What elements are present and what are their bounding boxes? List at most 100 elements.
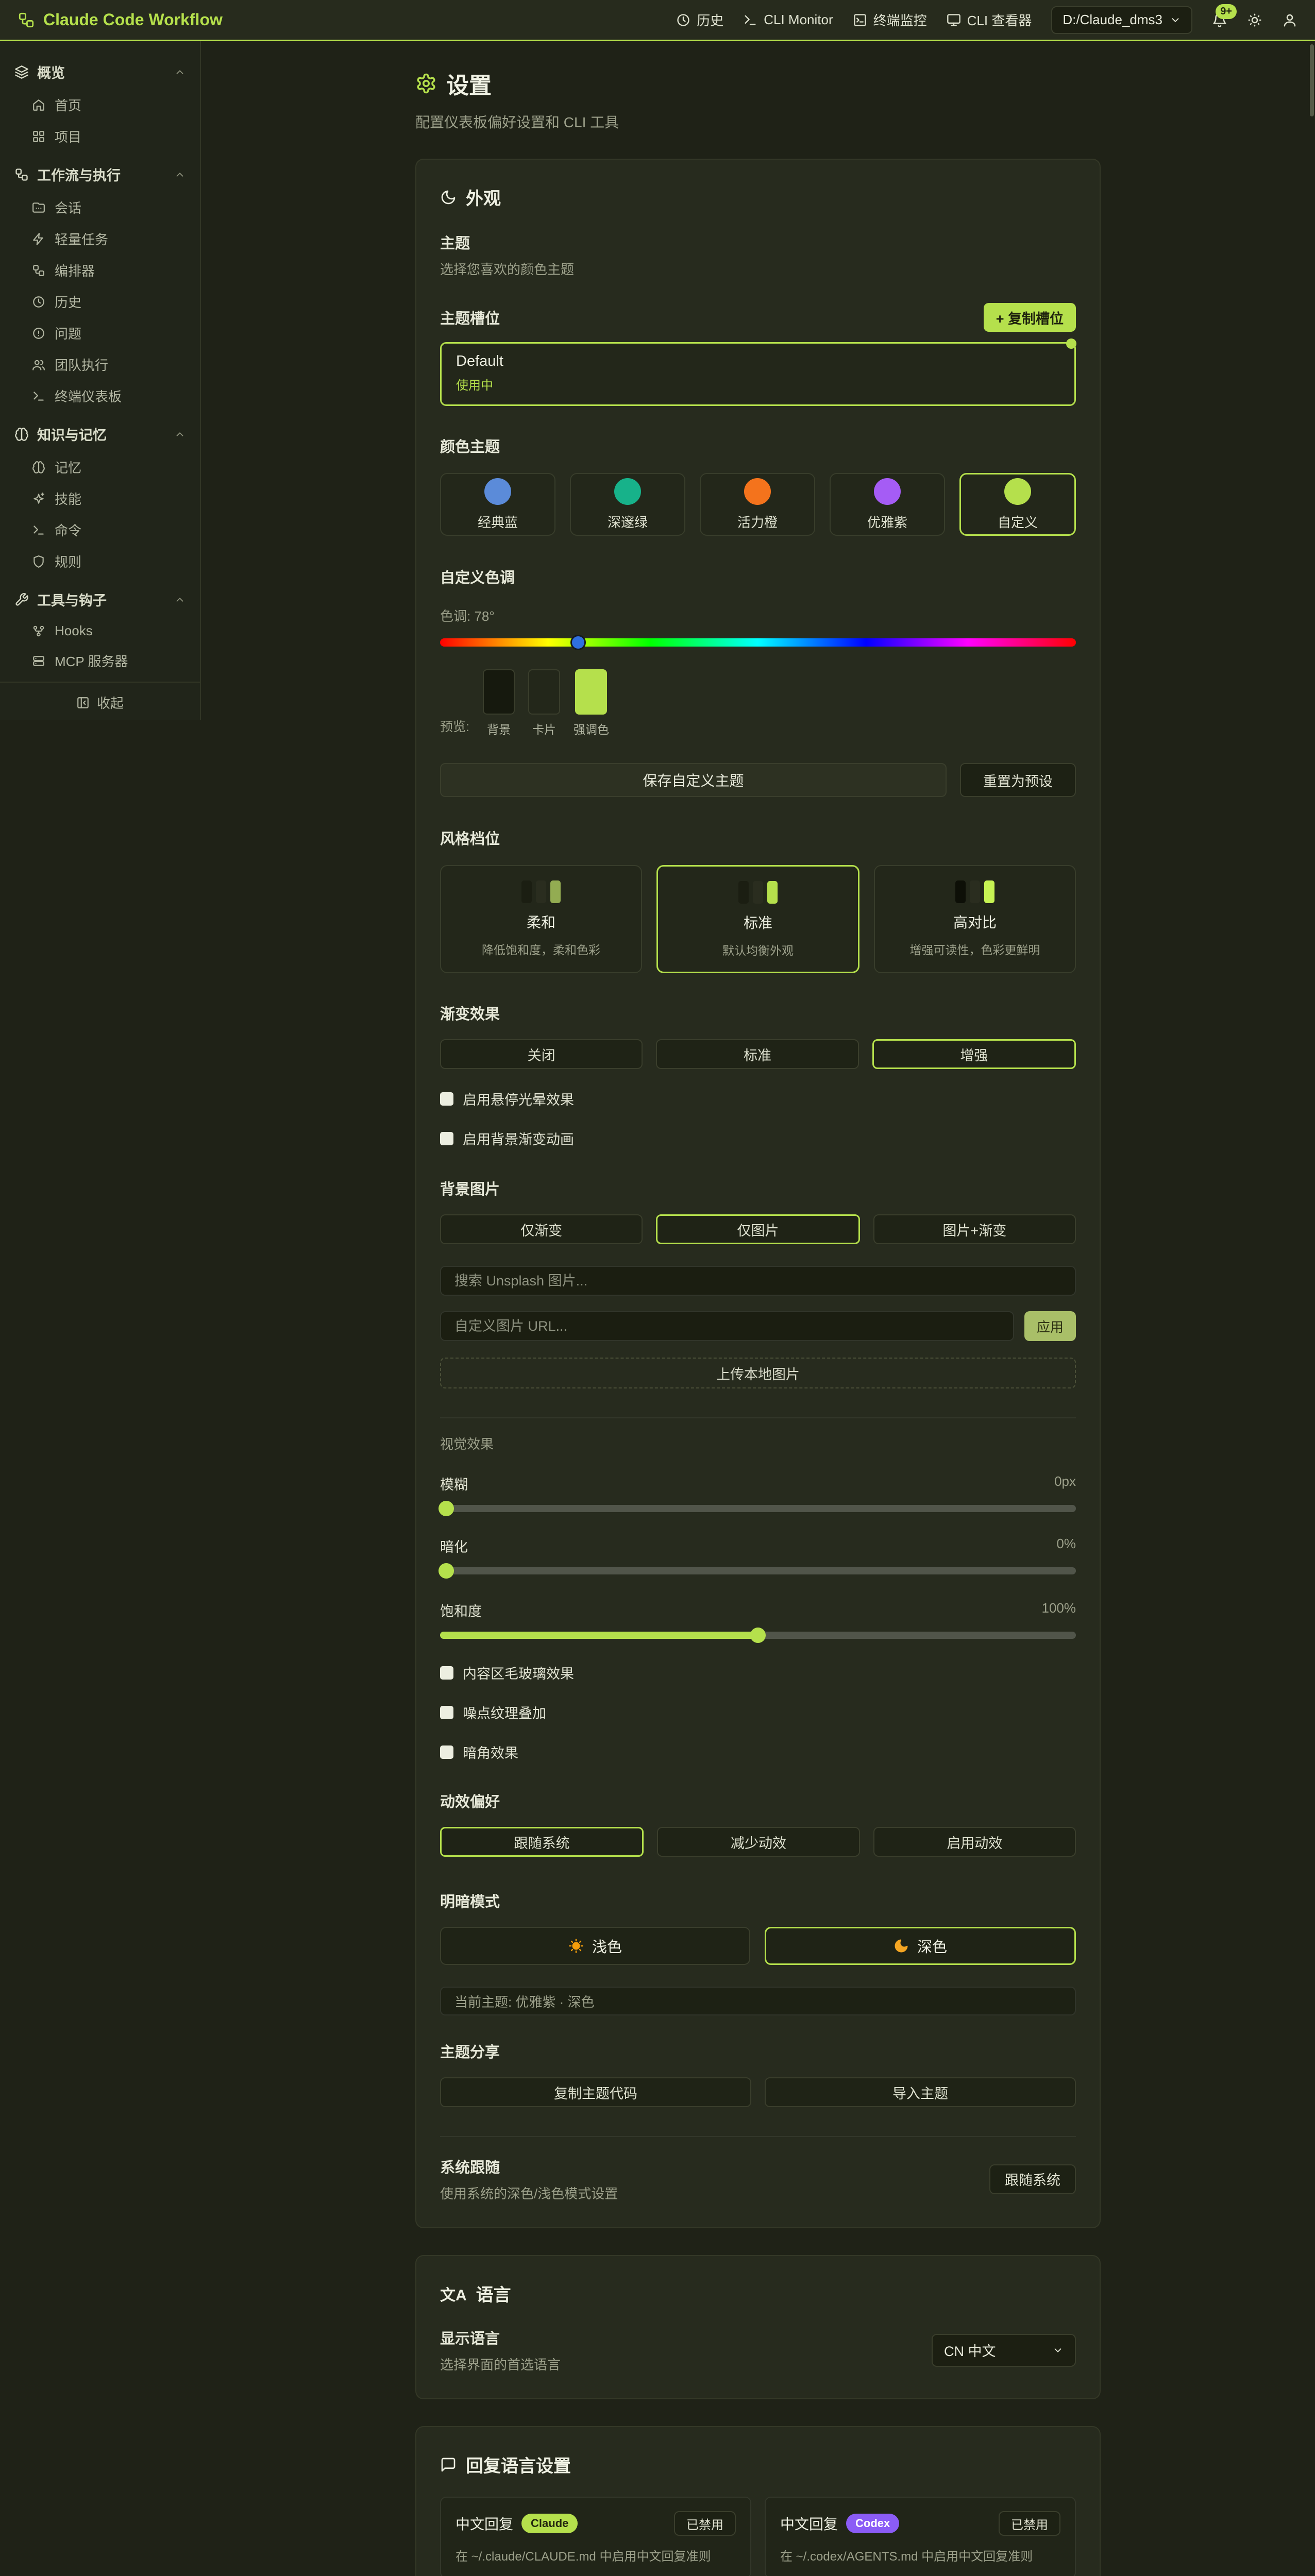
language-select[interactable]: CN 中文 [932, 2333, 1076, 2367]
sidebar-item-light-tasks[interactable]: 轻量任务 [0, 223, 200, 255]
sidebar-item-mcp-servers[interactable]: MCP 服务器 [0, 645, 200, 676]
sidebar-item-projects[interactable]: 项目 [0, 121, 200, 152]
user-menu-button[interactable] [1282, 12, 1297, 28]
custom-hue-label: 自定义色调 [440, 570, 515, 586]
copy-theme-code-button[interactable]: 复制主题代码 [440, 2077, 751, 2107]
nav-cli-monitor[interactable]: CLI Monitor [743, 12, 833, 28]
gradient-standard[interactable]: 标准 [656, 1039, 859, 1069]
palette-vivid-orange[interactable]: 活力橙 [700, 473, 815, 536]
darken-slider[interactable] [439, 1563, 1076, 1579]
checkbox-unchecked[interactable] [440, 1705, 453, 1719]
motion-reduced[interactable]: 减少动效 [657, 1827, 860, 1857]
notifications-button[interactable]: 9+ [1212, 4, 1237, 28]
sidebar-item-skills[interactable]: 技能 [0, 483, 200, 514]
bg-gradient-only[interactable]: 仅渐变 [440, 1214, 643, 1244]
sidebar-item-issues[interactable]: 问题 [0, 317, 200, 349]
page-subtitle: 配置仪表板偏好设置和 CLI 工具 [415, 114, 619, 130]
toggle-disabled-button[interactable]: 已禁用 [999, 2511, 1060, 2536]
blur-slider-thumb[interactable] [439, 1501, 454, 1516]
alert-circle-icon [32, 327, 45, 340]
sidebar-item-terminal-dashboard[interactable]: 终端仪表板 [0, 380, 200, 412]
panel-collapse-icon [76, 696, 90, 709]
sidebar-item-rules[interactable]: 规则 [0, 546, 200, 577]
noise-texture-checkbox-row[interactable]: 噪点纹理叠加 [440, 1702, 1076, 1722]
save-custom-theme-button[interactable]: 保存自定义主题 [440, 763, 947, 797]
hue-value: 色调: 78° [440, 608, 495, 624]
unsplash-search-input[interactable] [440, 1266, 1076, 1296]
saturation-slider-thumb[interactable] [750, 1628, 766, 1643]
reply-card-chinese-claude: 中文回复 Claude 已禁用 在 ~/.claude/CLAUDE.md 中启… [440, 2497, 751, 2576]
hue-slider[interactable] [440, 635, 1076, 650]
clock-icon [676, 13, 690, 27]
sidebar-item-sessions[interactable]: 会话 [0, 192, 200, 223]
sidebar-group-tools[interactable]: 工具与钩子 [0, 582, 200, 617]
dark-mode-button[interactable]: 深色 [765, 1927, 1076, 1965]
tier-standard[interactable]: 标准 默认均衡外观 [656, 865, 859, 973]
reset-preset-button[interactable]: 重置为预设 [960, 763, 1076, 797]
palette-deep-green[interactable]: 深邃绿 [570, 473, 685, 536]
checkbox-unchecked[interactable] [440, 1092, 453, 1106]
saturation-slider[interactable] [440, 1628, 1076, 1643]
gradient-enhanced[interactable]: 增强 [872, 1039, 1076, 1069]
sidebar-item-memory[interactable]: 记忆 [0, 451, 200, 483]
bg-image-plus-gradient[interactable]: 图片+渐变 [873, 1214, 1076, 1244]
sidebar-item-history[interactable]: 历史 [0, 286, 200, 317]
import-theme-button[interactable]: 导入主题 [765, 2077, 1076, 2107]
checkbox-unchecked[interactable] [440, 1131, 453, 1145]
sidebar-group-overview[interactable]: 概览 [0, 55, 200, 89]
bg-image-only[interactable]: 仅图片 [656, 1214, 860, 1244]
blur-slider[interactable] [439, 1501, 1076, 1516]
gradient-off[interactable]: 关闭 [440, 1039, 643, 1069]
custom-image-url-input[interactable] [440, 1311, 1014, 1341]
hover-glow-checkbox-row[interactable]: 启用悬停光晕效果 [440, 1089, 1076, 1109]
project-selector[interactable]: D:/Claude_dms3 [1051, 6, 1192, 34]
nav-terminal-monitor[interactable]: 终端监控 [853, 10, 927, 29]
checkbox-unchecked[interactable] [440, 1666, 453, 1680]
palette-classic-blue[interactable]: 经典蓝 [440, 473, 555, 536]
copy-slot-button[interactable]: + 复制槽位 [983, 303, 1076, 332]
bg-animation-checkbox-row[interactable]: 启用背景渐变动画 [440, 1128, 1076, 1148]
workflow-logo-icon [18, 11, 35, 29]
tier-high-contrast[interactable]: 高对比 增强可读性，色彩更鲜明 [874, 865, 1076, 973]
theme-slot-default[interactable]: Default 使用中 [440, 338, 1076, 406]
app-logo[interactable]: Claude Code Workflow [18, 10, 223, 29]
sidebar-item-commands[interactable]: 命令 [0, 514, 200, 546]
vignette-checkbox-row[interactable]: 暗角效果 [440, 1742, 1076, 1762]
system-follow-desc: 使用系统的深色/浅色模式设置 [440, 2186, 618, 2201]
palette-swatch [874, 478, 901, 505]
motion-follow-system[interactable]: 跟随系统 [440, 1827, 644, 1857]
palette-elegant-purple[interactable]: 优雅紫 [830, 473, 945, 536]
toggle-disabled-button[interactable]: 已禁用 [674, 2511, 736, 2536]
sidebar-collapse-button[interactable]: 收起 [76, 693, 124, 712]
preview-label: 预览: [440, 720, 469, 734]
hue-slider-thumb[interactable] [570, 635, 586, 650]
tier-soft[interactable]: 柔和 降低饱和度，柔和色彩 [440, 865, 642, 973]
gear-icon [415, 73, 437, 94]
brain-icon [14, 427, 29, 442]
workflow-icon [14, 167, 29, 182]
scrollbar-thumb[interactable] [1310, 44, 1314, 116]
light-mode-button[interactable]: 浅色 [440, 1927, 750, 1965]
theme-toggle-button[interactable] [1247, 12, 1262, 28]
nav-cli-viewer[interactable]: CLI 查看器 [947, 10, 1032, 29]
nav-history[interactable]: 历史 [676, 10, 723, 29]
monitor-icon [947, 13, 961, 27]
sidebar-group-knowledge[interactable]: 知识与记忆 [0, 417, 200, 451]
theme-desc: 选择您喜欢的颜色主题 [440, 262, 575, 277]
chevron-up-icon [174, 169, 186, 180]
follow-system-button[interactable]: 跟随系统 [989, 2164, 1076, 2194]
sidebar-item-hooks[interactable]: Hooks [0, 617, 200, 645]
palette-custom[interactable]: 自定义 [959, 473, 1076, 536]
motion-enabled[interactable]: 启用动效 [873, 1827, 1076, 1857]
frosted-glass-checkbox-row[interactable]: 内容区毛玻璃效果 [440, 1663, 1076, 1683]
sidebar-group-workflow[interactable]: 工作流与执行 [0, 157, 200, 192]
checkbox-unchecked[interactable] [440, 1745, 453, 1759]
darken-slider-thumb[interactable] [439, 1563, 454, 1579]
sidebar-item-home[interactable]: 首页 [0, 89, 200, 121]
sidebar-item-team-execution[interactable]: 团队执行 [0, 349, 200, 380]
sidebar-item-orchestrator[interactable]: 编排器 [0, 255, 200, 286]
tier-swatches [738, 881, 778, 904]
darken-label: 暗化 [440, 1539, 468, 1555]
upload-local-image-button[interactable]: 上传本地图片 [440, 1358, 1076, 1388]
apply-url-button[interactable]: 应用 [1024, 1311, 1076, 1341]
